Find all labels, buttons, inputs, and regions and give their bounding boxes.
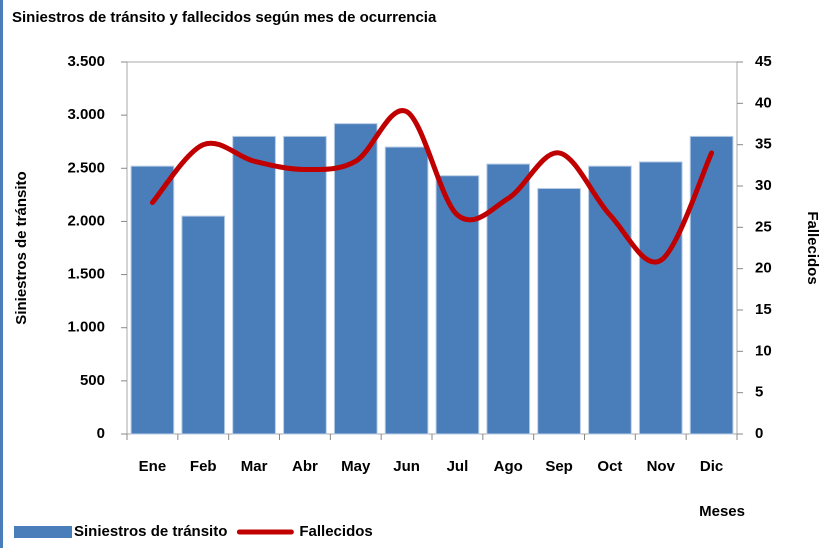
- y2-tick-label: 40: [755, 94, 772, 111]
- x-tick-label: Abr: [292, 458, 318, 475]
- x-tick-label: Ene: [139, 458, 167, 475]
- y-tick-label: 1.500: [67, 266, 105, 283]
- bar: [384, 146, 429, 435]
- bar: [283, 135, 327, 435]
- legend-swatch: [14, 526, 72, 538]
- x-tick-label: Feb: [190, 458, 217, 475]
- y-tick-label: 0: [97, 425, 105, 442]
- y2-tick-label: 5: [755, 384, 763, 401]
- bar: [486, 163, 531, 435]
- y2-tick-label: 45: [755, 53, 772, 70]
- y2-tick-label: 35: [755, 136, 772, 153]
- bar: [588, 165, 632, 435]
- y2-tick-label: 25: [755, 218, 772, 235]
- y2-tick-label: 10: [755, 342, 772, 359]
- x-tick-label: Nov: [647, 458, 676, 475]
- bar: [130, 165, 175, 435]
- y-axis-title: Siniestros de tránsito: [13, 171, 30, 324]
- y-tick-label: 2.500: [67, 159, 105, 176]
- x-tick-label: Mar: [241, 458, 268, 475]
- y2-tick-label: 30: [755, 177, 772, 194]
- y-tick-label: 1.000: [67, 319, 105, 336]
- x-tick-label: May: [341, 458, 371, 475]
- bar: [537, 187, 581, 435]
- bar: [333, 123, 378, 435]
- bar: [638, 161, 683, 435]
- x-tick-label: Sep: [545, 458, 573, 475]
- y-tick-label: 500: [80, 372, 105, 389]
- x-tick-label: Oct: [597, 458, 622, 475]
- left-border: [0, 0, 3, 548]
- y2-axis-title: Fallecidos: [804, 211, 821, 284]
- y2-tick-label: 20: [755, 260, 772, 277]
- x-tick-label: Ago: [494, 458, 523, 475]
- y2-tick-label: 0: [755, 425, 763, 442]
- x-tick-label: Jul: [447, 458, 469, 475]
- x-tick-label: Dic: [700, 458, 723, 475]
- bar: [232, 135, 276, 435]
- y2-tick-label: 15: [755, 301, 772, 318]
- chart-title: Siniestros de tránsito y fallecidos segú…: [12, 9, 437, 26]
- y-tick-label: 3.000: [67, 106, 105, 123]
- legend-label: Siniestros de tránsito: [74, 523, 227, 540]
- y-tick-label: 3.500: [67, 53, 105, 70]
- bar: [689, 135, 734, 435]
- y-tick-label: 2.000: [67, 212, 105, 229]
- line: [149, 108, 715, 265]
- legend-label: Fallecidos: [299, 523, 372, 540]
- x-axis-title: Meses: [699, 503, 745, 520]
- bar: [181, 215, 226, 435]
- x-tick-label: Jun: [393, 458, 420, 475]
